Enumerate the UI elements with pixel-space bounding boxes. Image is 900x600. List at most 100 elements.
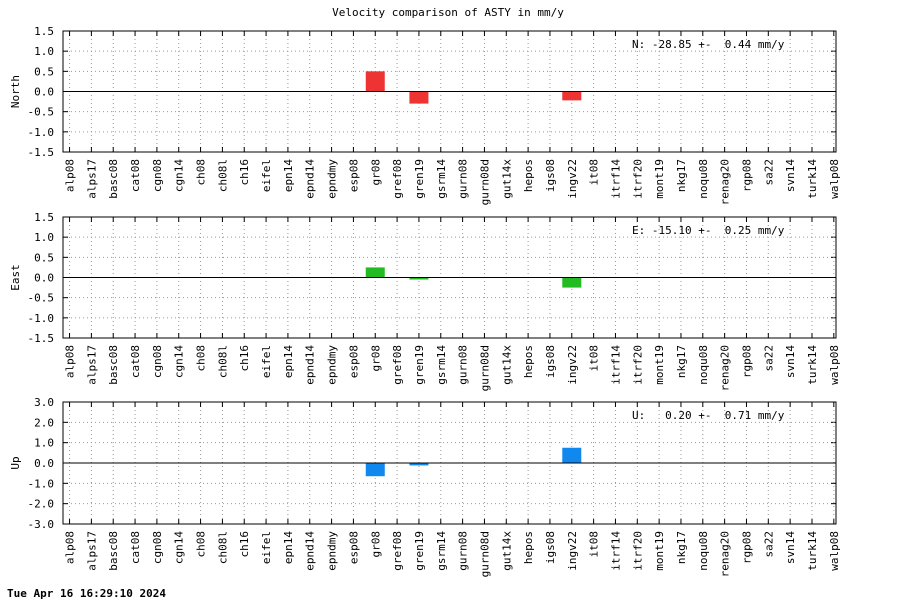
xtick-label: gren19 xyxy=(413,531,426,571)
xtick-label: basc08 xyxy=(107,159,120,199)
xtick-label: gsrm14 xyxy=(435,345,448,385)
bar-gr08 xyxy=(365,463,385,477)
ytick-label: -1.0 xyxy=(28,477,55,490)
xtick-label: gren19 xyxy=(413,345,426,385)
xtick-label: gurn08d xyxy=(478,345,491,391)
xtick-label: gref08 xyxy=(391,345,404,385)
bar-gren19 xyxy=(409,91,429,104)
xtick-label: renag20 xyxy=(719,531,732,577)
xtick-label: epn14 xyxy=(282,531,295,564)
ytick-label: 0.5 xyxy=(34,65,54,78)
xtick-label: igs08 xyxy=(544,345,557,378)
xtick-label: gut14x xyxy=(500,159,513,199)
xtick-label: nkg17 xyxy=(675,345,688,378)
xtick-label: epnd14 xyxy=(304,159,317,199)
bar-gren19 xyxy=(409,463,429,466)
ytick-label: -1.5 xyxy=(28,332,55,345)
xtick-label: svn14 xyxy=(784,159,797,192)
xtick-label: ch16 xyxy=(238,345,251,372)
xtick-label: itrf20 xyxy=(631,159,644,199)
xtick-label: hepos xyxy=(522,345,535,378)
xtick-label: noqu08 xyxy=(697,159,710,199)
xtick-label: gsrm14 xyxy=(435,159,448,199)
plot-frame xyxy=(62,216,837,339)
y-axis-label: North xyxy=(9,75,22,108)
xtick-label: renag20 xyxy=(719,345,732,391)
xtick-label: epn14 xyxy=(282,345,295,378)
xtick-label: cgn08 xyxy=(151,159,164,192)
xtick-label: rgp08 xyxy=(740,531,753,564)
ytick-label: 1.5 xyxy=(34,25,54,38)
ytick-label: -3.0 xyxy=(28,518,55,531)
xtick-label: mont19 xyxy=(653,531,666,571)
xtick-label: gurn08d xyxy=(478,531,491,577)
xtick-label: alps17 xyxy=(85,531,98,571)
xtick-label: cat08 xyxy=(129,531,142,564)
xtick-label: nkg17 xyxy=(675,531,688,564)
xtick-label: sa22 xyxy=(762,345,775,372)
xtick-label: turk14 xyxy=(806,345,819,385)
ytick-label: 2.0 xyxy=(34,416,54,429)
xtick-label: itrf20 xyxy=(631,345,644,385)
xtick-label: itrf14 xyxy=(609,531,622,571)
xtick-label: it08 xyxy=(588,531,601,558)
xtick-label: nkg17 xyxy=(675,159,688,192)
ytick-label: -1.0 xyxy=(28,312,55,325)
ytick-label: 1.5 xyxy=(34,211,54,224)
y-axis-label: Up xyxy=(9,456,22,469)
ytick-label: -0.5 xyxy=(28,292,55,305)
xtick-label: eifel xyxy=(260,531,273,564)
xtick-label: gut14x xyxy=(500,531,513,571)
xtick-label: hepos xyxy=(522,531,535,564)
xtick-label: gr08 xyxy=(369,159,382,186)
xtick-label: cat08 xyxy=(129,345,142,378)
ytick-label: -0.5 xyxy=(28,106,55,119)
xtick-label: itrf20 xyxy=(631,531,644,571)
xtick-label: itrf14 xyxy=(609,345,622,385)
xtick-label: mont19 xyxy=(653,345,666,385)
xtick-label: gref08 xyxy=(391,531,404,571)
xtick-label: svn14 xyxy=(784,345,797,378)
xtick-label: gut14x xyxy=(500,345,513,385)
stats-annotation: U: 0.20 +- 0.71 mm/y xyxy=(632,409,785,422)
xtick-label: ch08l xyxy=(216,159,229,192)
ytick-label: 3.0 xyxy=(34,396,54,409)
xtick-label: ch16 xyxy=(238,531,251,558)
chart-panels: 1.5 1.0 0.5 0.0 -0.5 -1.0 -1.5 alp08 alps17 basc0… xyxy=(9,25,841,577)
xtick-label: gurn08 xyxy=(457,345,470,385)
xtick-label: ch08 xyxy=(195,345,208,372)
xtick-label: cgn08 xyxy=(151,531,164,564)
ytick-label: 0.5 xyxy=(34,251,54,264)
ytick-label: -1.0 xyxy=(28,126,55,139)
y-axis-label: East xyxy=(9,264,22,291)
bar-gr08 xyxy=(365,267,385,278)
ytick-label: -1.5 xyxy=(28,146,55,159)
xtick-label: ch16 xyxy=(238,159,251,186)
ytick-label: -2.0 xyxy=(28,498,55,511)
xtick-label: ch08 xyxy=(195,531,208,558)
xtick-label: epndmy xyxy=(326,531,339,571)
xtick-label: alps17 xyxy=(85,159,98,199)
bar-gren19 xyxy=(409,277,429,280)
ytick-label: 0.0 xyxy=(34,457,54,470)
xtick-label: it08 xyxy=(588,345,601,372)
stats-annotation: N: -28.85 +- 0.44 mm/y xyxy=(632,38,785,51)
xtick-label: cgn14 xyxy=(173,345,186,378)
xtick-label: alp08 xyxy=(64,531,77,564)
xtick-label: gurn08d xyxy=(478,159,491,205)
ytick-label: 1.0 xyxy=(34,45,54,58)
plot-frame xyxy=(62,30,837,153)
xtick-label: epnd14 xyxy=(304,531,317,571)
xtick-label: basc08 xyxy=(107,531,120,571)
xtick-label: gref08 xyxy=(391,159,404,199)
xtick-label: esp08 xyxy=(347,159,360,192)
xtick-label: walp08 xyxy=(828,345,841,385)
xtick-label: eifel xyxy=(260,159,273,192)
xtick-label: ingv22 xyxy=(566,345,579,385)
xtick-label: walp08 xyxy=(828,531,841,571)
bar-ingv22 xyxy=(562,277,582,288)
xtick-label: sa22 xyxy=(762,531,775,558)
xtick-label: igs08 xyxy=(544,531,557,564)
ytick-label: 0.0 xyxy=(34,272,54,285)
